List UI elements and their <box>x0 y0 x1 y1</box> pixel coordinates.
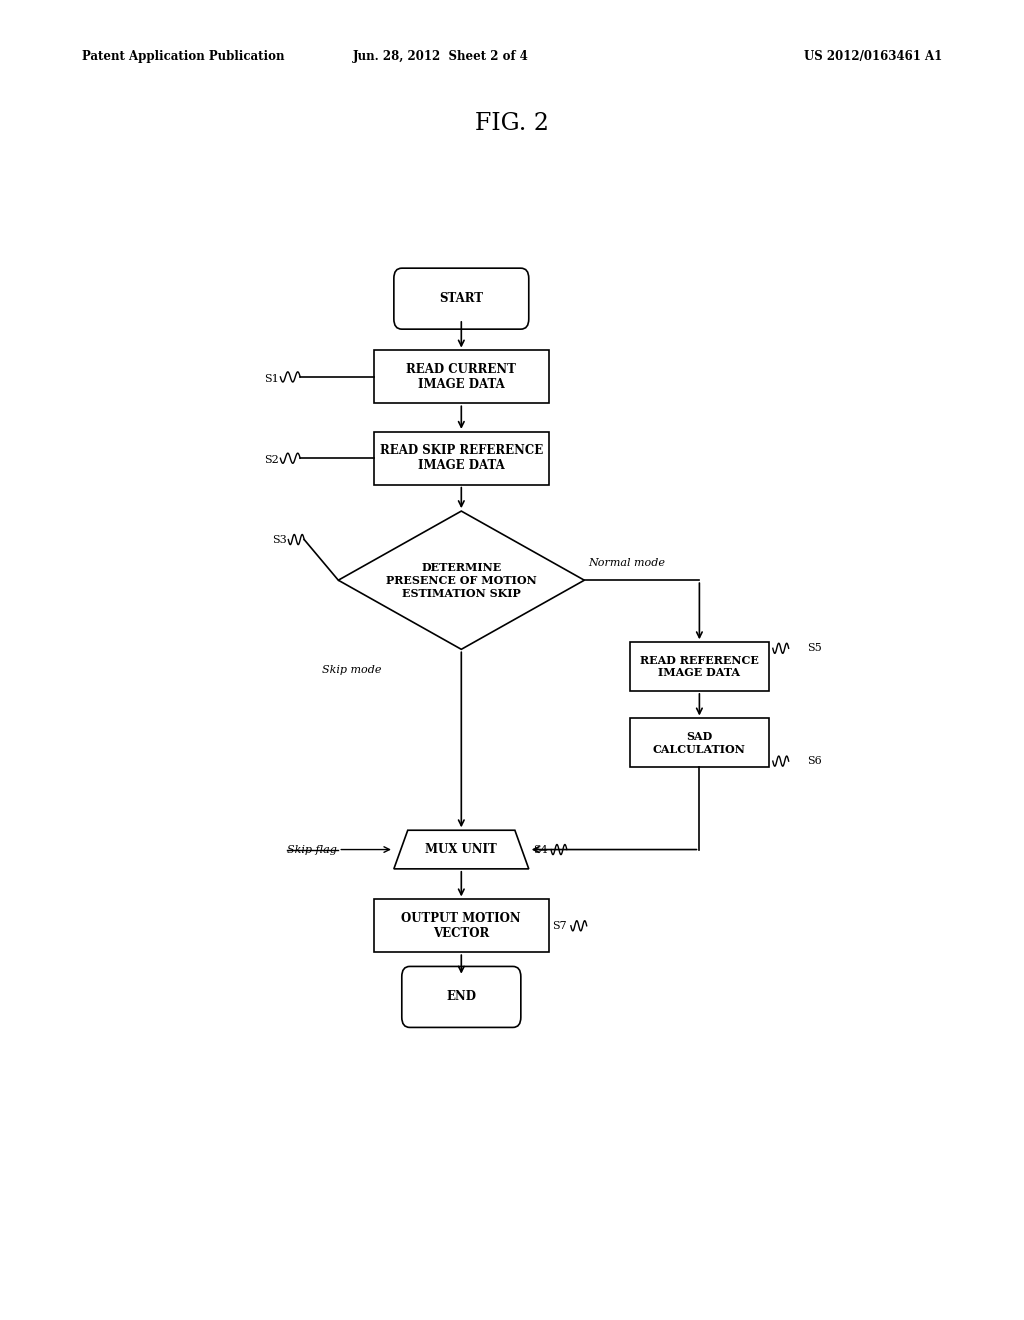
Text: Skip mode: Skip mode <box>323 664 382 675</box>
Text: Normal mode: Normal mode <box>588 558 666 568</box>
Text: SAD
CALCULATION: SAD CALCULATION <box>653 731 745 755</box>
Text: S6: S6 <box>807 756 821 766</box>
FancyBboxPatch shape <box>401 966 521 1027</box>
Text: S3: S3 <box>272 535 287 545</box>
Text: READ CURRENT
IMAGE DATA: READ CURRENT IMAGE DATA <box>407 363 516 391</box>
Polygon shape <box>394 830 528 869</box>
Text: START: START <box>439 292 483 305</box>
Bar <box>630 643 769 690</box>
Text: S4: S4 <box>532 845 548 854</box>
Text: S1: S1 <box>264 374 279 384</box>
Text: DETERMINE
PRESENCE OF MOTION
ESTIMATION SKIP: DETERMINE PRESENCE OF MOTION ESTIMATION … <box>386 562 537 598</box>
Text: END: END <box>446 990 476 1003</box>
Bar <box>374 351 549 404</box>
Text: Jun. 28, 2012  Sheet 2 of 4: Jun. 28, 2012 Sheet 2 of 4 <box>352 50 528 63</box>
Text: Patent Application Publication: Patent Application Publication <box>82 50 285 63</box>
Text: READ SKIP REFERENCE
IMAGE DATA: READ SKIP REFERENCE IMAGE DATA <box>380 445 543 473</box>
Text: MUX UNIT: MUX UNIT <box>425 843 498 857</box>
Bar <box>630 718 769 767</box>
Text: Skip flag: Skip flag <box>287 845 337 854</box>
Text: S2: S2 <box>264 455 279 465</box>
Text: OUTPUT MOTION
VECTOR: OUTPUT MOTION VECTOR <box>401 912 521 940</box>
Bar <box>374 432 549 484</box>
Bar <box>374 899 549 952</box>
Text: US 2012/0163461 A1: US 2012/0163461 A1 <box>804 50 942 63</box>
FancyBboxPatch shape <box>394 268 528 329</box>
Text: READ REFERENCE
IMAGE DATA: READ REFERENCE IMAGE DATA <box>640 655 759 678</box>
Text: S5: S5 <box>807 643 821 653</box>
Polygon shape <box>338 511 585 649</box>
Text: FIG. 2: FIG. 2 <box>475 112 549 135</box>
Text: S7: S7 <box>553 921 567 931</box>
